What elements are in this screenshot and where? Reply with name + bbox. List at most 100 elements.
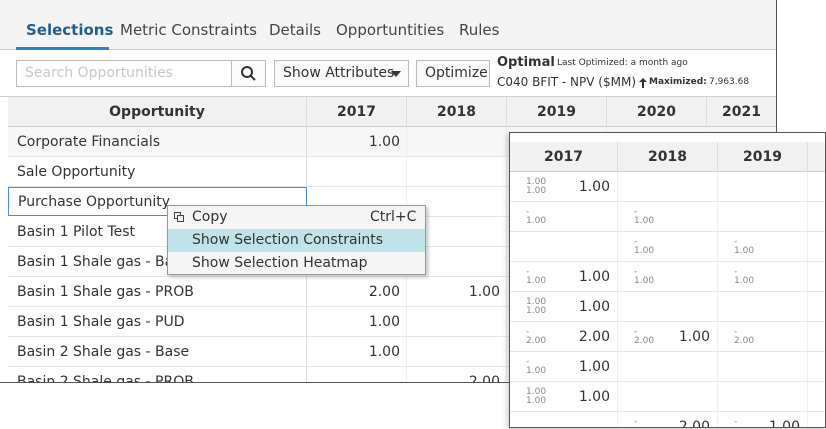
overlay-cell — [808, 292, 825, 322]
year-cell — [407, 217, 507, 247]
attributes-label: Show Attributes — [283, 65, 395, 81]
opportunity-name[interactable]: Purchase Opportunity — [8, 187, 307, 216]
opportunity-name[interactable]: Basin 2 Shale gas - PROB — [8, 367, 307, 382]
year-cell — [407, 187, 507, 217]
selection-value: 1.00 — [578, 299, 610, 315]
overlay-cell — [510, 232, 618, 262]
tab[interactable]: Selections — [26, 21, 114, 39]
column-header: 2020 — [607, 97, 707, 127]
menu-item[interactable]: Show Selection Heatmap — [168, 252, 425, 275]
maximize-arrow — [639, 78, 647, 88]
overlay-cell — [510, 262, 618, 292]
selection-value: 1.00 — [578, 359, 610, 375]
overlay-column-header — [808, 142, 825, 172]
overlay-cell — [618, 262, 718, 292]
tab[interactable]: Rules — [459, 21, 500, 39]
search-icon — [241, 66, 256, 81]
constraint-min: - — [526, 357, 530, 367]
constraint-min: - — [734, 267, 738, 277]
overlay-cell — [618, 172, 718, 202]
overlay-column-header: 2017 — [510, 142, 618, 172]
constraint-max: 1.00 — [734, 246, 755, 256]
selection-value: 1.00 — [578, 179, 610, 195]
overlay-cell — [510, 322, 618, 352]
overlay-cell — [510, 292, 618, 322]
overlay-cell — [510, 352, 618, 382]
constraint-max: 1.00 — [526, 366, 547, 376]
overlay-cell — [618, 412, 718, 427]
search-button[interactable] — [231, 60, 266, 87]
year-cell — [407, 337, 507, 367]
objective-value: 7,963.68 — [709, 77, 750, 87]
search-input[interactable]: Search Opportunities — [16, 60, 232, 87]
constraint-min: - — [526, 207, 530, 217]
year-cell — [307, 367, 407, 382]
constraint-max: 2.00 — [634, 336, 655, 346]
constraint-min: - — [634, 207, 638, 217]
optimize-button[interactable]: Optimize — [416, 60, 490, 87]
opportunity-name[interactable]: Corporate Financials — [8, 127, 307, 157]
column-header: 2021 — [707, 97, 776, 127]
overlay-cell — [808, 172, 825, 202]
tab[interactable]: Metric Constraints — [120, 21, 257, 39]
attributes-button[interactable]: Show Attributes — [274, 60, 409, 87]
constraint-min: - — [734, 237, 738, 247]
year-cell: 1.00 — [307, 337, 407, 367]
constraint-min: - — [634, 417, 638, 427]
overlay-cell — [718, 262, 808, 292]
status: Optimal — [497, 55, 555, 70]
overlay-cell — [618, 292, 718, 322]
overlay-cell — [618, 352, 718, 382]
heatmap-overlay: 2017 2018 2019 1.00 1.00 1.00-1.00-1.00-1.00-… — [509, 132, 826, 428]
overlay-cell — [718, 412, 808, 427]
year-cell: 1.00 — [307, 127, 407, 157]
constraint-max: 1.00 — [526, 186, 547, 196]
constraint-min: 1.00 — [526, 297, 547, 307]
last-optimized: Last Optimized: a month ago — [557, 58, 688, 68]
constraint-max: 1.00 — [526, 396, 547, 406]
metric: C040 BFIT - NPV ($MM) — [497, 75, 637, 89]
opportunity-name[interactable]: Basin 1 Shale gas - PROB — [8, 277, 307, 307]
menu-item[interactable]: Show Selection Constraints — [168, 229, 425, 252]
column-header: 2017 — [307, 97, 407, 127]
selection-value: 1.00 — [578, 389, 610, 405]
overlay-cell — [808, 382, 825, 412]
year-cell: 2.00 — [307, 277, 407, 307]
constraint-max: 1.00 — [634, 276, 655, 286]
overlay-cell — [618, 232, 718, 262]
direction: Maximized: — [649, 77, 707, 87]
constraint-max: 1.00 — [526, 216, 547, 226]
year-cell: 1.00 — [307, 307, 407, 337]
menu-item[interactable]: Copy Ctrl+C — [168, 206, 425, 229]
overlay-cell — [618, 322, 718, 352]
overlay-cell — [718, 232, 808, 262]
opportunity-name[interactable]: Basin 1 Shale gas - PUD — [8, 307, 307, 337]
column-header: 2018 — [407, 97, 507, 127]
constraint-min: - — [526, 327, 530, 337]
overlay-cell — [718, 352, 808, 382]
dropdown-caret — [391, 71, 401, 77]
constraint-max: 1.00 — [634, 246, 655, 256]
overlay-cell — [718, 292, 808, 322]
context-menu: Copy Ctrl+C Show Selection Constraints Show… — [167, 205, 426, 275]
tab[interactable]: Opportuntities — [336, 21, 445, 39]
tab[interactable]: Details — [269, 21, 322, 39]
year-cell: 1.00 — [407, 277, 507, 307]
column-header: Opportunity — [8, 97, 307, 127]
column-header: 2019 — [507, 97, 607, 127]
overlay-cell — [808, 352, 825, 382]
constraint-min: - — [634, 237, 638, 247]
year-cell — [407, 247, 507, 277]
opportunity-name[interactable]: Basin 2 Shale gas - Base — [8, 337, 307, 367]
overlay-cell — [510, 382, 618, 412]
selections-panel: Search Opportunities Show Attributes Opt… — [0, 0, 777, 383]
constraint-max: 1.00 — [734, 276, 755, 286]
overlay-cell — [618, 202, 718, 232]
table-top-border — [0, 96, 776, 97]
year-cell — [407, 307, 507, 337]
overlay-cell — [718, 382, 808, 412]
selection-value: 2.00 — [678, 419, 710, 428]
opportunity-name[interactable]: Sale Opportunity — [8, 157, 307, 187]
selection-value: 1.00 — [578, 269, 610, 285]
